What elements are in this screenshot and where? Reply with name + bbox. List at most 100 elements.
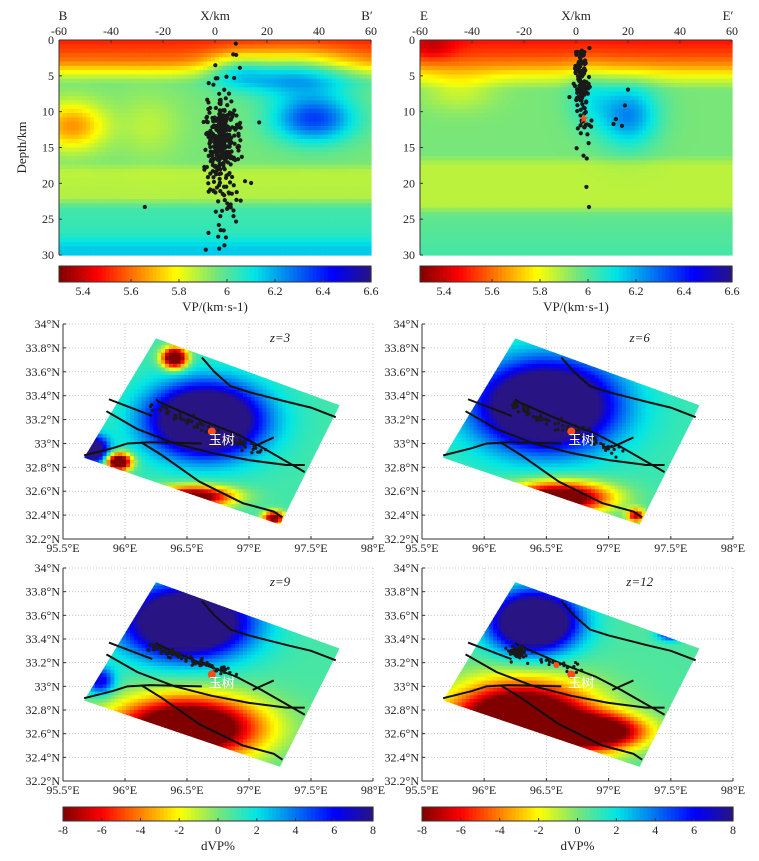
heatmap-cell <box>187 108 193 114</box>
heatmap-cell <box>86 134 91 140</box>
heatmap-cell <box>293 65 298 71</box>
heatmap-cell <box>257 83 263 88</box>
heatmap-cell <box>261 44 267 50</box>
heatmap-cell <box>281 104 286 110</box>
heatmap-cell <box>207 237 212 243</box>
heatmap-cell <box>199 220 204 226</box>
heatmap-cell <box>109 173 115 179</box>
heatmap-cell <box>363 130 368 136</box>
heatmap-cell <box>66 164 72 170</box>
heatmap-cell <box>78 207 83 213</box>
heatmap-cell <box>435 156 441 161</box>
heatmap-cell <box>82 173 87 179</box>
heatmap-cell <box>183 194 189 200</box>
heatmap-cell <box>121 143 126 149</box>
heatmap-cell <box>101 169 107 174</box>
heatmap-cell <box>90 108 95 114</box>
heatmap-cell <box>347 237 353 243</box>
heatmap-cell <box>312 199 317 204</box>
heatmap-cell <box>265 126 271 131</box>
heatmap-cell <box>148 100 154 106</box>
heatmap-cell <box>156 151 161 157</box>
heatmap-cell <box>257 147 263 153</box>
heatmap-cell <box>324 65 329 71</box>
heatmap-cell <box>296 48 302 54</box>
heatmap-cell <box>125 78 130 84</box>
heatmap-cell <box>289 199 294 204</box>
heatmap-cell <box>363 233 368 239</box>
heatmap-cell <box>308 246 314 252</box>
heatmap-cell <box>144 190 150 196</box>
earthquake-point <box>216 121 222 126</box>
heatmap-cell <box>324 237 329 243</box>
heatmap-cell <box>420 83 425 88</box>
earthquake-point <box>231 208 236 213</box>
heatmap-cell <box>78 57 83 63</box>
heatmap-cell <box>355 216 360 222</box>
heatmap-cell <box>148 40 154 45</box>
heatmap-cell <box>98 164 103 170</box>
heatmap-cell <box>451 91 456 97</box>
heatmap-cell <box>74 100 80 106</box>
heatmap-cell <box>320 220 325 226</box>
heatmap-cell <box>59 186 64 192</box>
heatmap-cell <box>133 113 138 118</box>
heatmap-cell <box>312 48 317 54</box>
heatmap-cell <box>90 130 95 136</box>
heatmap-cell <box>82 104 87 110</box>
heatmap-cell <box>129 177 134 183</box>
heatmap-cell <box>226 199 232 204</box>
heatmap-cell <box>281 186 286 192</box>
heatmap-cell <box>121 44 126 50</box>
heatmap-cell <box>238 83 243 88</box>
heatmap-cell <box>156 237 161 243</box>
heatmap-cell <box>148 181 154 187</box>
heatmap-cell <box>363 237 368 243</box>
heatmap-cell <box>191 113 197 118</box>
heatmap-cell <box>179 212 185 217</box>
heatmap-cell <box>439 203 444 209</box>
heatmap-cell <box>281 138 286 144</box>
earthquake-point <box>217 161 222 166</box>
heatmap-cell <box>447 250 452 256</box>
heatmap-cell <box>300 212 306 217</box>
heatmap-cell <box>226 61 232 67</box>
earthquake-point <box>222 143 228 149</box>
heatmap-cell <box>211 199 216 204</box>
heatmap-cell <box>355 203 360 209</box>
heatmap-cell <box>277 65 282 71</box>
heatmap-cell <box>137 70 142 75</box>
heatmap-cell <box>156 181 161 187</box>
heatmap-cell <box>427 207 433 213</box>
heatmap-cell <box>363 207 368 213</box>
heatmap-cell <box>179 164 185 170</box>
heatmap-cell <box>269 126 275 131</box>
heatmap-cell <box>300 242 306 247</box>
heatmap-cell <box>269 186 275 192</box>
heatmap-cell <box>137 216 142 222</box>
heatmap-cell <box>332 224 337 230</box>
heatmap-cell <box>293 87 298 93</box>
heatmap-cell <box>86 160 91 166</box>
heatmap-cell <box>187 250 193 256</box>
heatmap-cell <box>82 52 87 58</box>
heatmap-cell <box>427 108 433 114</box>
heatmap-cell <box>187 199 193 204</box>
heatmap-cell <box>273 130 278 136</box>
heatmap-cell <box>320 108 325 114</box>
heatmap-cell <box>82 233 87 239</box>
heatmap-cell <box>191 83 197 88</box>
heatmap-cell <box>435 169 441 174</box>
heatmap-cell <box>296 78 302 84</box>
heatmap-cell <box>66 138 72 144</box>
heatmap-cell <box>90 212 95 217</box>
heatmap-cell <box>254 130 259 136</box>
heatmap-cell <box>443 242 448 247</box>
heatmap-cell <box>431 95 437 101</box>
heatmap-cell <box>164 199 169 204</box>
heatmap-cell <box>462 164 468 170</box>
heatmap-cell <box>109 147 115 153</box>
heatmap-cell <box>312 194 317 200</box>
earthquake-point <box>208 105 213 111</box>
heatmap-cell <box>168 113 173 118</box>
